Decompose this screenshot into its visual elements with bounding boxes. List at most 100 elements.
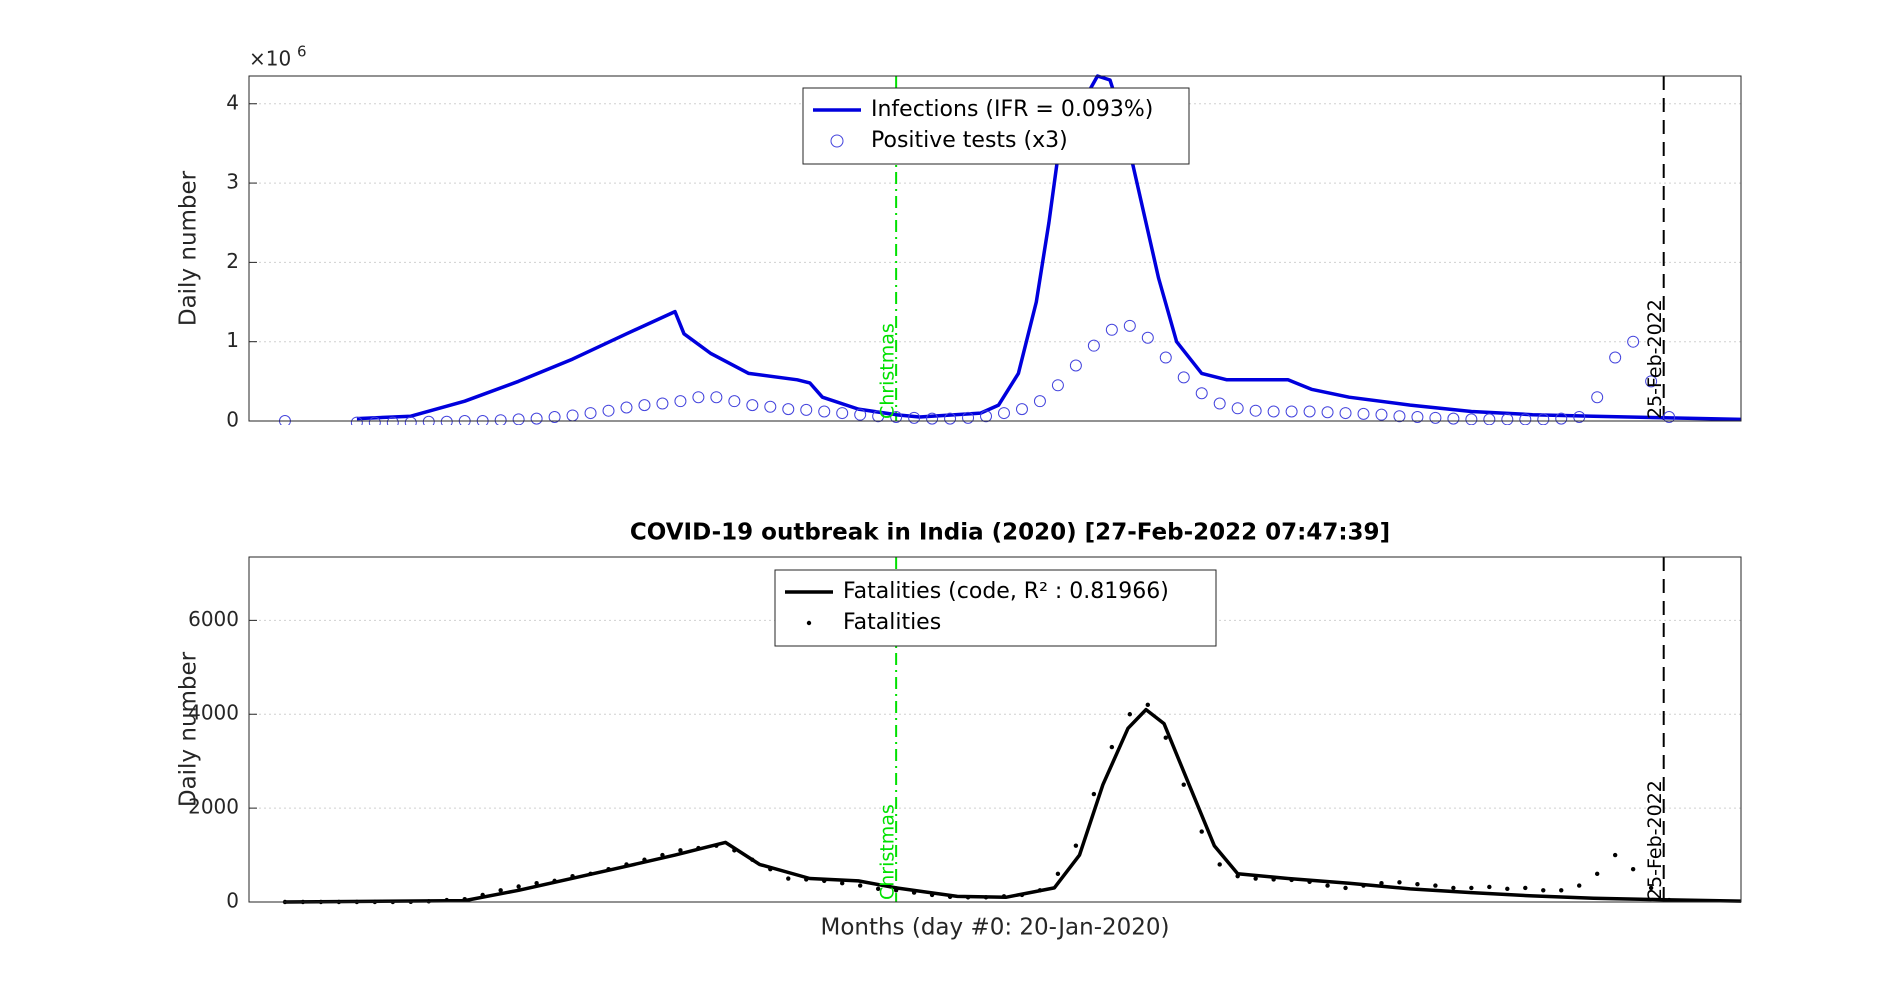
- reference-label: Christmas: [877, 323, 899, 419]
- data-dot: [786, 876, 791, 881]
- data-circle: [386, 416, 399, 425]
- data-circle: [1159, 351, 1172, 364]
- data-circle: [1447, 412, 1460, 425]
- data-dot: [983, 895, 989, 900]
- data-circle: [1555, 412, 1568, 425]
- data-dot: [1235, 873, 1240, 879]
- data-circle: [908, 411, 921, 424]
- data-line: [284, 707, 1741, 904]
- data-dot: [1541, 888, 1546, 893]
- data-circle: [692, 391, 705, 404]
- data-circle: [1465, 413, 1478, 425]
- data-circle: [818, 405, 831, 418]
- data-dot: [1181, 782, 1186, 787]
- data-dot: [1397, 880, 1402, 885]
- data-dot: [1163, 735, 1168, 740]
- data-dot: [1073, 843, 1079, 848]
- data-circle: [1411, 411, 1424, 424]
- data-circle: [584, 407, 597, 420]
- data-dot: [929, 892, 935, 898]
- data-circle: [1591, 391, 1604, 404]
- data-dot: [678, 848, 683, 853]
- y-tick-label: 4: [226, 90, 239, 114]
- data-dot: [606, 866, 611, 872]
- data-circle: [1051, 379, 1064, 392]
- data-circle: [1537, 413, 1550, 425]
- data-dot: [462, 896, 467, 902]
- data-circle: [1573, 411, 1586, 424]
- data-dot: [840, 881, 845, 886]
- data-dot: [1307, 879, 1312, 885]
- data-line: [356, 74, 1741, 422]
- data-circle: [368, 416, 381, 425]
- data-circle: [854, 408, 867, 421]
- data-circle: [602, 404, 615, 417]
- data-circle: [350, 416, 363, 425]
- data-circle: [1069, 359, 1082, 372]
- data-circle: [1213, 397, 1226, 410]
- data-dot: [1666, 897, 1672, 903]
- data-dot: [1612, 852, 1618, 858]
- data-dot: [947, 894, 953, 900]
- data-dot: [1630, 866, 1636, 872]
- legend-swatch: [830, 134, 844, 148]
- data-circle: [530, 412, 543, 425]
- data-dot: [426, 899, 431, 904]
- data-circle: [782, 403, 795, 416]
- data-circle: [1429, 411, 1442, 424]
- data-dot: [1577, 883, 1582, 888]
- data-dot: [1451, 885, 1456, 891]
- data-circle: [710, 391, 723, 404]
- data-dot: [1343, 885, 1348, 891]
- legend-label: Positive tests (x3): [871, 128, 1068, 153]
- data-circle: [980, 410, 993, 423]
- y-tick-label: 4000: [188, 701, 239, 725]
- data-circle: [872, 410, 885, 423]
- legend-box: [802, 87, 1190, 165]
- data-circle: [494, 414, 507, 425]
- data-circle: [548, 411, 561, 424]
- y-tick-label: 2: [226, 249, 239, 273]
- reference-label: Christmas: [877, 804, 899, 900]
- data-circle: [1519, 413, 1532, 425]
- legend-label: Fatalities: [843, 610, 941, 635]
- data-dot: [1559, 888, 1564, 893]
- data-circle: [890, 411, 903, 424]
- data-circle: [1033, 395, 1046, 408]
- data-dot: [534, 881, 539, 886]
- data-dot: [1217, 862, 1222, 867]
- data-dot: [1415, 881, 1420, 887]
- data-circle: [728, 395, 741, 408]
- data-circle: [800, 403, 813, 416]
- data-dot: [732, 848, 737, 853]
- data-circle: [1321, 406, 1334, 419]
- data-dot: [1055, 871, 1061, 877]
- data-dot: [1109, 744, 1115, 750]
- y-exponent-base: ×10: [249, 47, 291, 71]
- data-dot: [804, 877, 809, 882]
- data-circle: [1141, 331, 1154, 344]
- data-circle: [674, 395, 687, 408]
- data-circle: [1627, 335, 1640, 348]
- y-axis-label: Daily number: [176, 170, 202, 326]
- data-circle: [926, 412, 939, 425]
- data-dot: [893, 888, 899, 893]
- y-tick-label: 3: [226, 170, 239, 194]
- data-dot: [1001, 894, 1007, 899]
- axes-box: [248, 75, 1742, 422]
- data-circle: [1483, 413, 1496, 425]
- data-circle: [1375, 408, 1388, 421]
- data-circle: [1357, 407, 1370, 420]
- data-circle: [1123, 319, 1136, 332]
- data-dot: [1594, 871, 1600, 877]
- data-dot: [1648, 885, 1654, 891]
- legend-swatch: [806, 620, 812, 626]
- data-circle: [1393, 410, 1406, 423]
- data-dot: [624, 862, 629, 867]
- data-circle: [1177, 371, 1190, 384]
- data-circle: [440, 415, 453, 425]
- data-dot: [498, 888, 503, 893]
- data-dot: [444, 897, 449, 903]
- y-exponent: 6: [297, 43, 307, 61]
- data-circle: [944, 412, 957, 425]
